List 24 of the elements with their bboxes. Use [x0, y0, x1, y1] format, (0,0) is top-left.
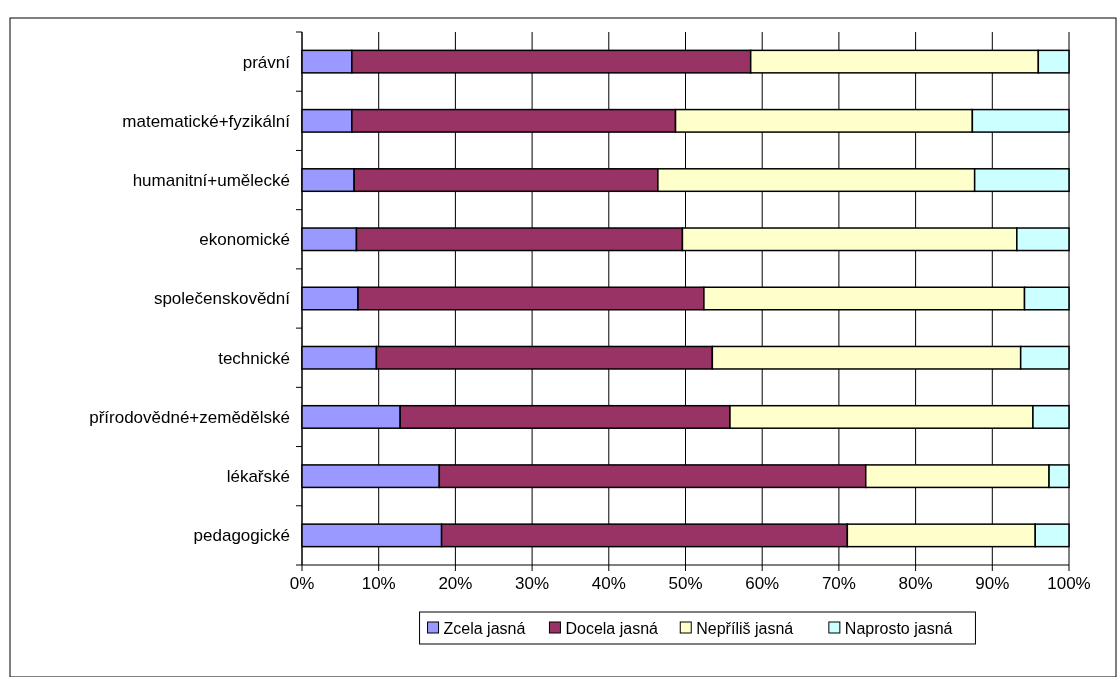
x-tick-label: 50% [668, 574, 703, 593]
y-tick-label: právní [242, 52, 291, 72]
x-tick-label: 30% [515, 574, 550, 593]
y-tick-label: ekonomické [199, 230, 290, 250]
x-tick-label: 80% [898, 574, 933, 593]
y-tick-label: společenskovědní [153, 289, 291, 309]
y-tick-label: technické [218, 348, 290, 368]
x-tick-label: 70% [821, 574, 856, 593]
y-tick-label: přírodovědné+zemědělské [89, 407, 290, 427]
legend-label: Nepříliš jasná [696, 619, 794, 637]
x-tick-label: 40% [591, 574, 626, 593]
legend-label: Zcela jasná [443, 619, 526, 637]
legend-label: Naprosto jasná [844, 619, 953, 637]
x-tick-label: 100% [1047, 574, 1091, 593]
x-tick-label: 0% [289, 574, 315, 593]
y-tick-label: matematické+fyzikální [122, 111, 291, 131]
y-tick-label: humanitní+umělecké [132, 171, 290, 191]
y-tick-label: pedagogické [193, 526, 290, 546]
x-tick-label: 20% [438, 574, 473, 593]
legend-label: Docela jasná [565, 619, 659, 637]
y-tick-label: lékařské [226, 467, 290, 487]
x-tick-label: 90% [975, 574, 1010, 593]
x-tick-label: 60% [745, 574, 780, 593]
x-tick-label: 10% [361, 574, 396, 593]
